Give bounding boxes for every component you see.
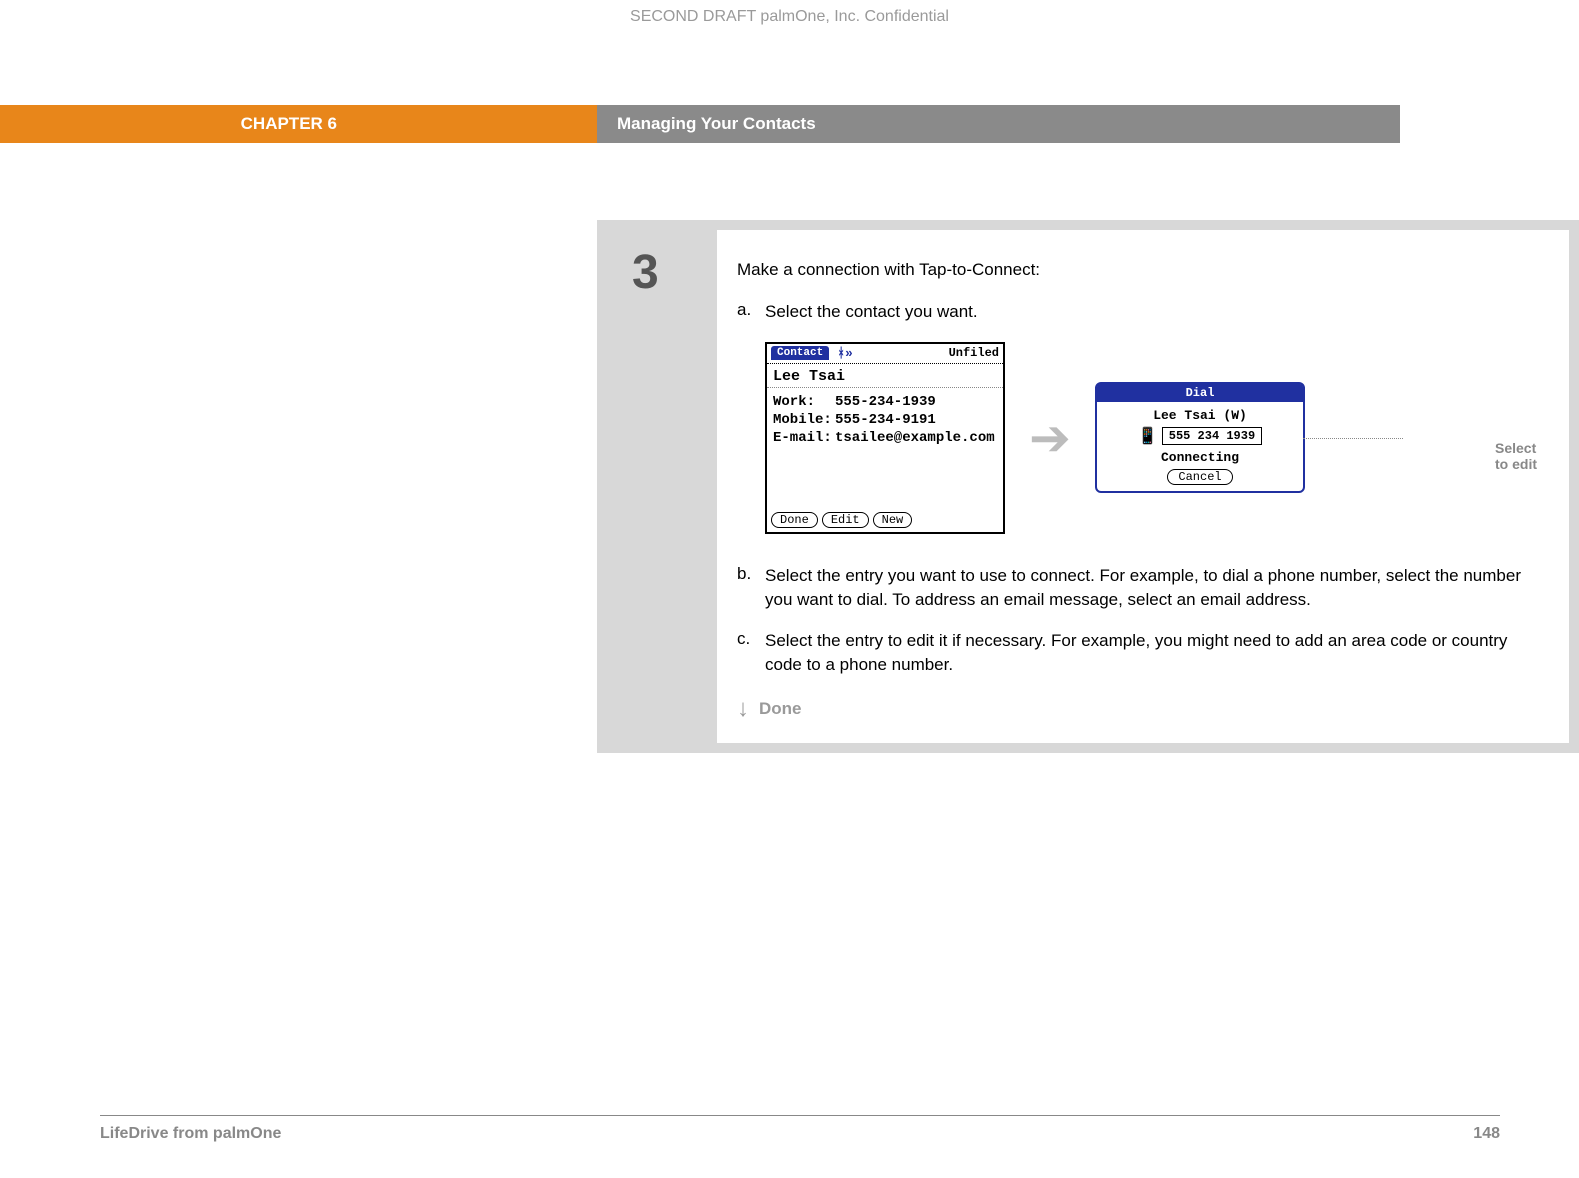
step-number-column: 3	[607, 230, 717, 743]
done-label: Done	[759, 699, 802, 719]
substep-a: a. Select the contact you want.	[737, 300, 1539, 324]
contact-row-label: Work:	[773, 394, 835, 410]
contact-row-value: tsailee@example.com	[835, 430, 997, 446]
chapter-label: CHAPTER 6	[0, 105, 597, 143]
step-content: Make a connection with Tap-to-Connect: a…	[717, 230, 1569, 743]
callout-label: Select to edit	[1495, 440, 1539, 472]
substep-c: c. Select the entry to edit it if necess…	[737, 629, 1539, 677]
dial-status: Connecting	[1103, 450, 1297, 465]
dial-cancel-button[interactable]: Cancel	[1167, 469, 1232, 485]
contact-edit-button[interactable]: Edit	[822, 512, 869, 528]
contact-row-value: 555-234-1939	[835, 394, 997, 410]
footer-rule	[100, 1115, 1500, 1116]
contact-titlebar: Contact ᚼ» Unfiled	[767, 344, 1003, 364]
footer-page-number: 148	[1473, 1125, 1500, 1143]
arrow-right-icon: ➔	[1020, 413, 1080, 463]
step-intro: Make a connection with Tap-to-Connect:	[737, 260, 1539, 280]
substep-c-letter: c.	[737, 629, 765, 677]
contact-row: E-mail: tsailee@example.com	[773, 430, 997, 446]
callout-line	[1303, 438, 1403, 439]
page-footer: LifeDrive from palmOne 148	[100, 1125, 1500, 1143]
phone-icon: 📱	[1138, 426, 1158, 446]
contact-row: Work: 555-234-1939	[773, 394, 997, 410]
substep-a-text: Select the contact you want.	[765, 300, 1539, 324]
substep-b-letter: b.	[737, 564, 765, 612]
chapter-title: Managing Your Contacts	[597, 105, 1400, 143]
done-indicator: ↓ Done	[737, 695, 1539, 723]
contact-row-label: Mobile:	[773, 412, 835, 428]
chapter-bar: CHAPTER 6 Managing Your Contacts	[0, 105, 1400, 143]
contact-app-title: Contact	[771, 346, 829, 360]
contact-buttons: Done Edit New	[767, 508, 1003, 532]
contact-category: Unfiled	[949, 346, 999, 360]
dial-number-field[interactable]: 555 234 1939	[1162, 427, 1262, 445]
footer-product: LifeDrive from palmOne	[100, 1125, 281, 1143]
substep-b-text: Select the entry you want to use to conn…	[765, 564, 1539, 612]
contact-new-button[interactable]: New	[873, 512, 913, 528]
contact-name: Lee Tsai	[767, 364, 1003, 388]
draft-watermark: SECOND DRAFT palmOne, Inc. Confidential	[0, 8, 1579, 26]
arrow-down-icon: ↓	[737, 695, 749, 723]
step-box: 3 Make a connection with Tap-to-Connect:…	[597, 220, 1579, 753]
bluetooth-icon: ᚼ»	[837, 346, 853, 361]
dial-contact-name: Lee Tsai (W)	[1103, 408, 1297, 423]
screenshots-row: Contact ᚼ» Unfiled Lee Tsai Work: 555-23…	[765, 342, 1539, 534]
dial-number-row: 📱 555 234 1939	[1103, 426, 1297, 446]
dial-popup: Dial Lee Tsai (W) 📱 555 234 1939 Connect…	[1095, 382, 1305, 493]
substep-c-text: Select the entry to edit it if necessary…	[765, 629, 1539, 677]
contact-body: Work: 555-234-1939 Mobile: 555-234-9191 …	[767, 388, 1003, 508]
step-number: 3	[632, 245, 717, 300]
substep-b: b. Select the entry you want to use to c…	[737, 564, 1539, 612]
substep-a-letter: a.	[737, 300, 765, 324]
dial-title: Dial	[1097, 384, 1303, 402]
contact-row-value: 555-234-9191	[835, 412, 997, 428]
contact-done-button[interactable]: Done	[771, 512, 818, 528]
contact-row-label: E-mail:	[773, 430, 835, 446]
contact-row: Mobile: 555-234-9191	[773, 412, 997, 428]
contact-screen: Contact ᚼ» Unfiled Lee Tsai Work: 555-23…	[765, 342, 1005, 534]
